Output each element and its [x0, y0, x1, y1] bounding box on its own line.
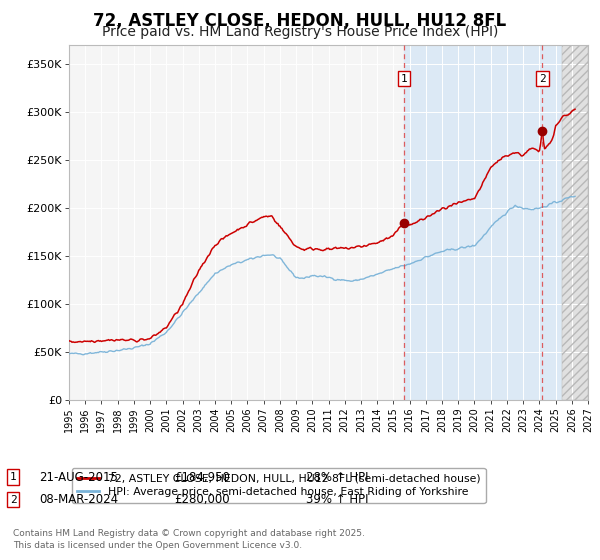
Text: 08-MAR-2024: 08-MAR-2024: [39, 493, 118, 506]
Text: 1: 1: [10, 472, 17, 482]
Legend: 72, ASTLEY CLOSE, HEDON, HULL, HU12 8FL (semi-detached house), HPI: Average pric: 72, ASTLEY CLOSE, HEDON, HULL, HU12 8FL …: [72, 468, 485, 503]
Text: 28% ↑ HPI: 28% ↑ HPI: [306, 470, 368, 484]
Text: 2: 2: [10, 494, 17, 505]
Text: 2: 2: [539, 73, 546, 83]
Text: 72, ASTLEY CLOSE, HEDON, HULL, HU12 8FL: 72, ASTLEY CLOSE, HEDON, HULL, HU12 8FL: [94, 12, 506, 30]
Text: 21-AUG-2015: 21-AUG-2015: [39, 470, 118, 484]
Text: 1: 1: [401, 73, 407, 83]
Bar: [562, 45, 588, 400]
Text: 39% ↑ HPI: 39% ↑ HPI: [306, 493, 368, 506]
Bar: [404, 45, 562, 400]
Bar: [562, 45, 588, 400]
Text: Contains HM Land Registry data © Crown copyright and database right 2025.
This d: Contains HM Land Registry data © Crown c…: [13, 529, 365, 550]
Text: Price paid vs. HM Land Registry's House Price Index (HPI): Price paid vs. HM Land Registry's House …: [102, 25, 498, 39]
Text: £280,000: £280,000: [174, 493, 230, 506]
Text: £184,950: £184,950: [174, 470, 230, 484]
